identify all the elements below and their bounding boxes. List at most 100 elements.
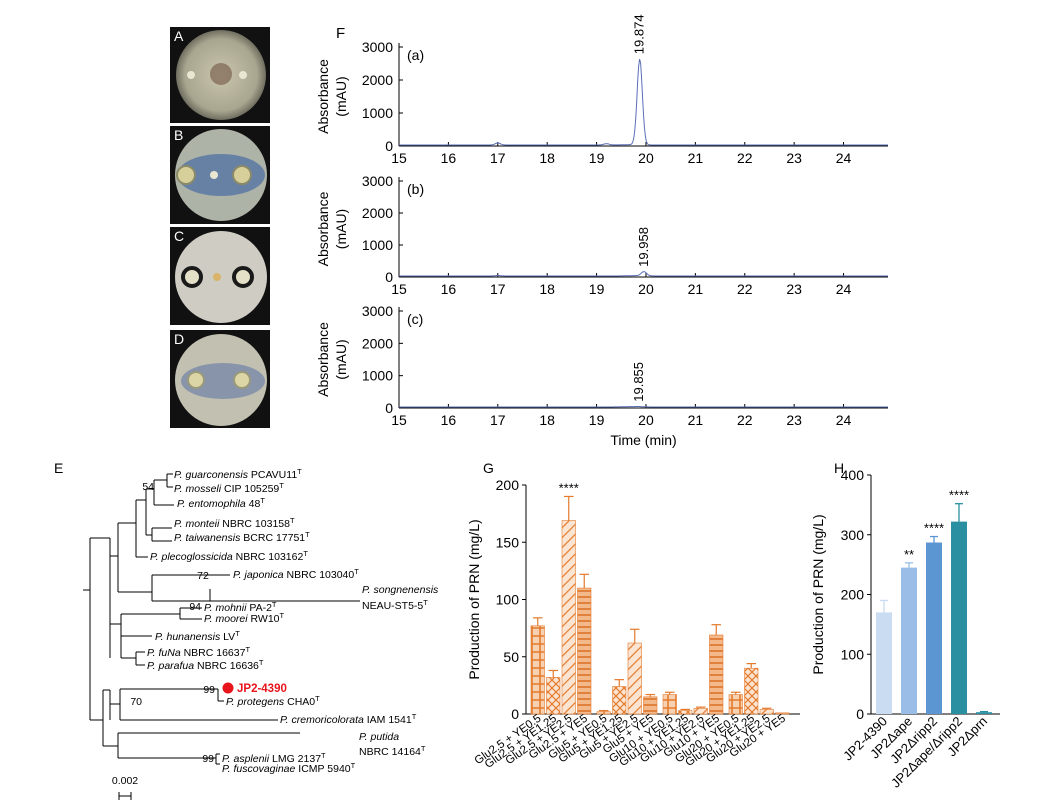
taxon-species: P. putida (359, 731, 399, 743)
bootstrap-value: 99 (202, 753, 214, 765)
taxon-species: P. monteii (174, 518, 220, 530)
taxon-strain: LMG 2137 (269, 753, 321, 765)
bar (546, 677, 561, 715)
peak-label: 19.958 (636, 227, 651, 267)
taxon-species: P. songnenensis (362, 584, 439, 596)
y-tick-label: 200 (841, 587, 865, 603)
x-tick-label: 23 (786, 281, 802, 297)
taxon-label: P. hunanensis LVT (155, 629, 240, 643)
tree-branch (110, 614, 122, 658)
taxon-species: P. taiwanensis (174, 532, 241, 544)
plate-center-stain (210, 63, 232, 85)
x-tick-label: 24 (836, 281, 852, 297)
taxon-strain: IAM 1541 (364, 714, 412, 726)
tree-branch (121, 607, 202, 620)
bar (662, 694, 677, 715)
bootstrap-value: 70 (130, 696, 142, 708)
plate-panel-a: A (170, 27, 270, 123)
taxon-strain: 48 (246, 498, 261, 510)
taxon-species: P. plecoglossicida (150, 551, 233, 563)
taxon-label: P. fuscovaginae ICMP 5940T (222, 761, 356, 775)
taxon-label: P. asplenii LMG 2137T (222, 751, 326, 765)
plate-panel-c: C (170, 227, 270, 325)
tree-branch (120, 688, 224, 702)
plate-center-well (210, 171, 218, 179)
x-axis-title: Time (min) (610, 432, 676, 448)
x-tick-label: 22 (737, 412, 753, 428)
y-tick-label: 1000 (362, 237, 393, 253)
taxon-label: P. mosseli CIP 105259T (174, 481, 284, 495)
y-axis-label-line: Absorbance (315, 191, 331, 266)
taxon-strain: CIP 105259 (221, 483, 279, 495)
taxon-species: P. fuscovaginae (222, 763, 296, 775)
bar (577, 587, 592, 715)
type-strain-mark: T (290, 516, 295, 525)
bar (759, 709, 774, 715)
bar (612, 686, 627, 715)
tree-branch (146, 527, 172, 542)
tree-branch (103, 732, 300, 758)
taxon-strain: ICMP 5940 (295, 763, 350, 775)
taxon-species: P. fuNa (147, 647, 181, 659)
x-tick-label: 18 (539, 281, 555, 297)
taxon-strain: RW10 (248, 613, 280, 625)
y-axis-title: Production of PRN (mg/L) (810, 514, 826, 674)
y-tick-label: 200 (496, 477, 520, 493)
bar (901, 567, 917, 714)
y-axis-label-line: Absorbance (315, 322, 331, 397)
trace-tag: (a) (407, 47, 424, 63)
y-tick-label: 0 (385, 138, 393, 154)
panel-letter-c: C (174, 228, 184, 244)
y-tick-label: 2000 (362, 335, 393, 351)
type-strain-mark: T (245, 645, 250, 654)
bar (643, 696, 658, 715)
y-axis-label: Absorbance (mAU) (315, 59, 349, 134)
x-tick-label: 23 (786, 150, 802, 166)
taxon-label: P. putida (359, 731, 399, 743)
panel-letter-f: F (336, 25, 345, 42)
tree-branch (110, 523, 119, 592)
plate-well (232, 266, 254, 288)
y-tick-label: 0 (385, 269, 393, 285)
x-tick-label: 23 (786, 412, 802, 428)
y-axis-label: Absorbance (mAU) (315, 322, 349, 397)
taxon-label: P. mohnii PA-2T (204, 600, 277, 614)
plate-well (176, 165, 196, 185)
panel-letter-a: A (174, 28, 184, 44)
bar (561, 520, 576, 715)
bootstrap-value: 94 (189, 601, 201, 613)
bar (693, 707, 708, 715)
taxon-species: P. moorei (204, 613, 248, 625)
taxon-label: P. monteii NBRC 103158T (174, 516, 295, 530)
taxon-label: P. moorei RW10T (204, 611, 285, 625)
taxon-species: P. japonica (233, 569, 284, 581)
taxon-species: P. guarconensis (174, 469, 249, 481)
x-tick-label: 16 (441, 150, 457, 166)
bar (775, 712, 790, 715)
plate-well (232, 165, 252, 185)
phylogenetic-tree (83, 473, 360, 800)
trace-tag: (b) (407, 181, 424, 197)
taxon-label-highlight: JP2-4390 (237, 683, 287, 695)
taxon-label: P. plecoglossicida NBRC 103162T (150, 549, 308, 563)
tree-scale-label: 0.002 (112, 775, 138, 787)
y-axis-label-line: (mAU) (333, 209, 349, 249)
taxon-strain: NBRC 103040 (284, 569, 355, 581)
tree-branch (118, 500, 137, 557)
type-strain-mark: T (305, 530, 310, 539)
plate-panel-d: D (170, 330, 270, 428)
plate-well (239, 71, 247, 79)
type-strain-mark: T (259, 658, 264, 667)
x-tick-label: 21 (688, 150, 704, 166)
taxon-label: P. cremoricolorata IAM 1541T (280, 712, 417, 726)
x-tick-label: 19 (589, 412, 605, 428)
taxon-label: NEAU-ST5-5T (362, 598, 428, 612)
taxon-species: P. cremoricolorata (280, 714, 364, 726)
tree-branch (110, 689, 121, 720)
panel-letter-g: G (483, 460, 494, 476)
y-tick-label: 2000 (362, 205, 393, 221)
taxon-label: P. songnenensis (362, 584, 439, 596)
